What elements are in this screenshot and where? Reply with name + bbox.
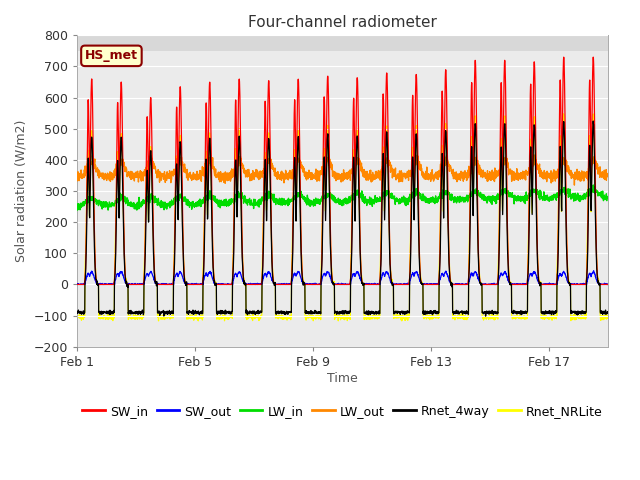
Legend: SW_in, SW_out, LW_in, LW_out, Rnet_4way, Rnet_NRLite: SW_in, SW_out, LW_in, LW_out, Rnet_4way,…: [77, 400, 607, 423]
Title: Four-channel radiometer: Four-channel radiometer: [248, 15, 437, 30]
Text: HS_met: HS_met: [85, 49, 138, 62]
Bar: [77, 36, 608, 51]
Y-axis label: Solar radiation (W/m2): Solar radiation (W/m2): [15, 120, 28, 262]
X-axis label: Time: Time: [327, 372, 358, 384]
